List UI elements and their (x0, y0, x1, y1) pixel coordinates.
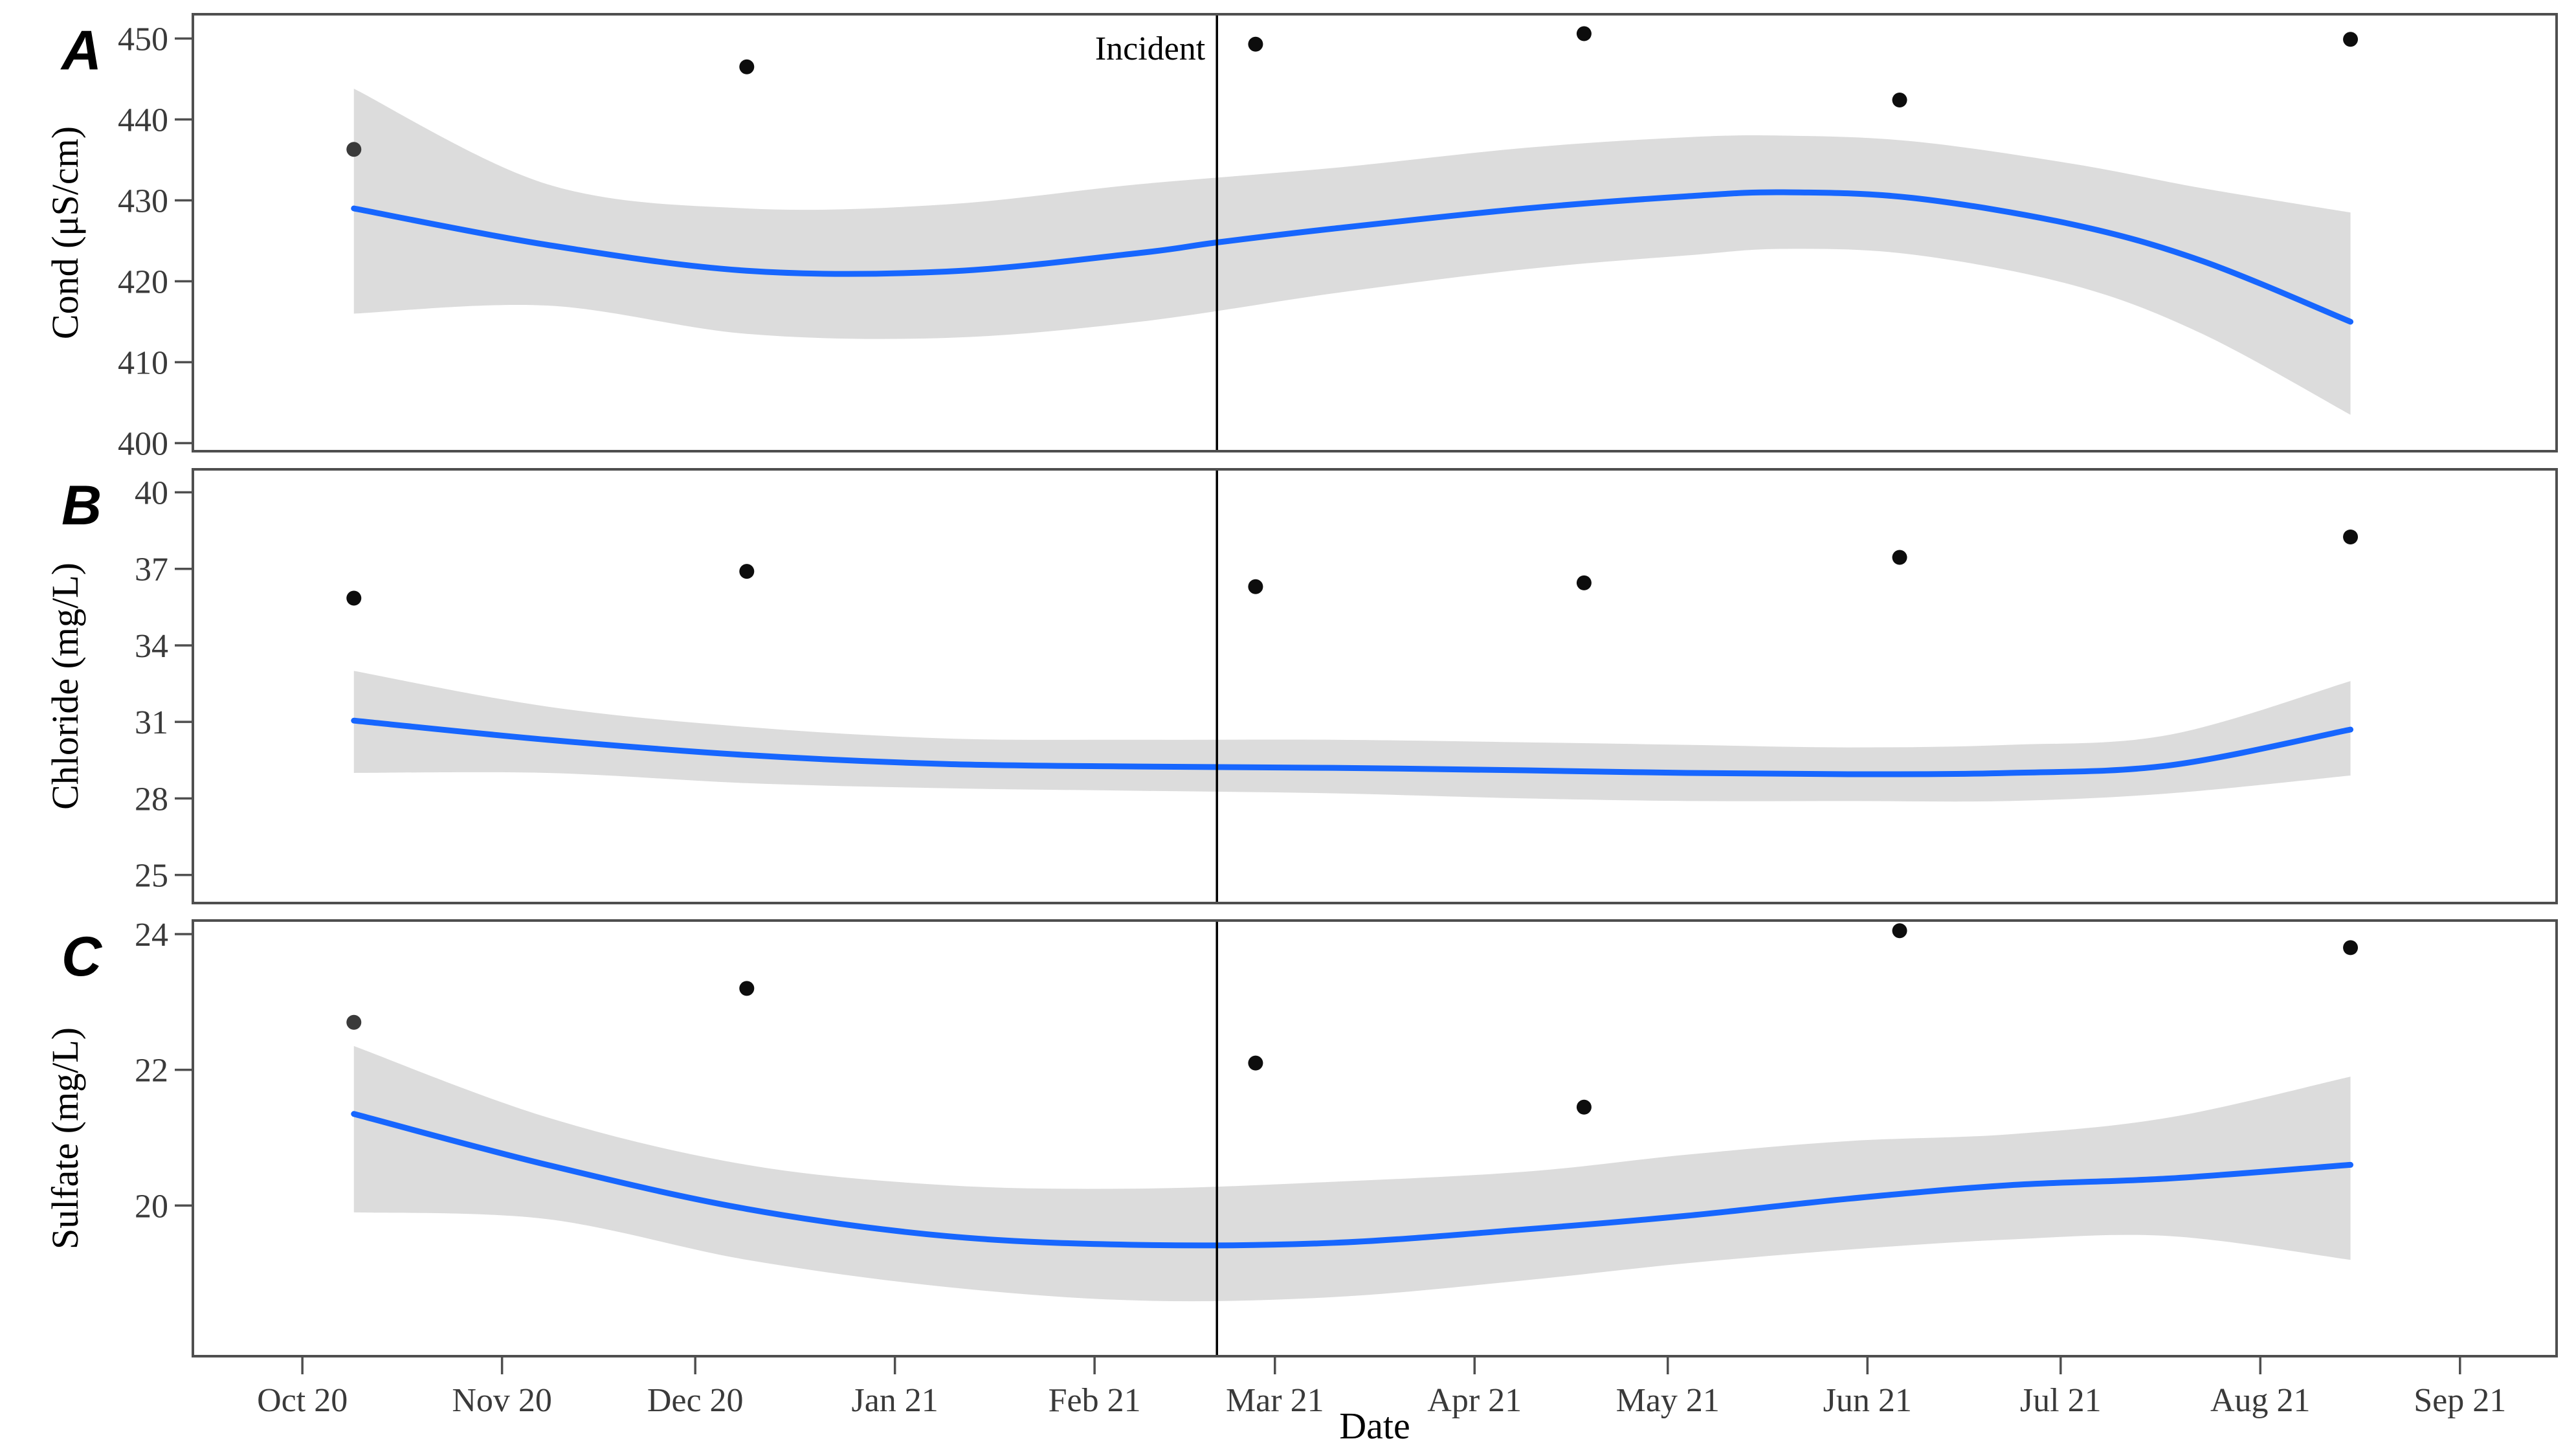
y-tick-label: 37 (135, 552, 168, 588)
y-tick-label: 25 (135, 858, 168, 895)
y-tick-label: 20 (135, 1188, 168, 1225)
data-point (2343, 32, 2359, 47)
x-tick-label: Sep 21 (2414, 1382, 2506, 1419)
x-tick-label: Jun 21 (1823, 1382, 1912, 1419)
x-tick-label: Apr 21 (1427, 1382, 1522, 1419)
smooth-line (351, 189, 2354, 325)
y-axis-title: Chloride (mg/L) (44, 563, 86, 810)
panel-border (192, 919, 2558, 1357)
y-tick-label: 420 (118, 264, 168, 301)
data-point (1248, 1055, 1263, 1071)
data-point (739, 564, 755, 579)
y-tick-label: 450 (118, 21, 168, 58)
y-tick-label: 40 (135, 475, 168, 511)
panel-border (192, 13, 2558, 452)
data-point (1892, 923, 1907, 939)
data-point (2343, 940, 2359, 955)
data-point (739, 59, 755, 74)
data-point (346, 1014, 362, 1030)
data-point (2343, 529, 2359, 544)
x-axis: Oct 20 Nov 20 Dec 20 Jan 21 Feb 21 Mar 21 Apr … (257, 1356, 2506, 1419)
x-tick-label: Feb 21 (1049, 1382, 1141, 1419)
data-point (1576, 1099, 1592, 1115)
data-point (346, 590, 362, 606)
incident-label: Incident (1095, 30, 1206, 67)
y-tick-label: 400 (118, 426, 168, 463)
x-tick-label: Aug 21 (2210, 1382, 2311, 1419)
data-point (346, 142, 362, 157)
confidence-band (353, 671, 2351, 802)
panel-A: 450 440 430 420 410 400 Cond (μS/cm) A (44, 13, 2558, 463)
panel-C: 24 22 20 Sulfate (mg/L) C (44, 917, 2558, 1357)
data-point (1576, 26, 1592, 41)
confidence-band (353, 89, 2351, 415)
x-tick-label: May 21 (1616, 1382, 1720, 1419)
panel-B: 40 37 34 31 28 25 Chloride (mg/L) B (44, 468, 2558, 904)
data-point (1248, 36, 1263, 52)
data-point (1892, 93, 1907, 107)
confidence-band (353, 1045, 2351, 1302)
panel-letter: C (61, 926, 103, 988)
x-axis-title: Date (1339, 1405, 1410, 1447)
panel-letter: B (61, 475, 102, 537)
y-axis-title: Sulfate (mg/L) (44, 1027, 86, 1249)
x-tick-label: Dec 20 (647, 1382, 744, 1419)
y-tick-label: 410 (118, 345, 168, 382)
panel-border (192, 468, 2558, 904)
data-point (1576, 575, 1592, 590)
y-tick-label: 24 (135, 917, 168, 954)
x-tick-label: Oct 20 (257, 1382, 348, 1419)
data-point (1248, 579, 1263, 594)
smooth-line (351, 1111, 2354, 1249)
data-point (739, 981, 755, 996)
x-tick-label: Jul 21 (2020, 1382, 2102, 1419)
y-tick-label: 430 (118, 183, 168, 220)
y-tick-label: 34 (135, 628, 168, 665)
x-tick-label: Nov 20 (452, 1382, 552, 1419)
y-tick-label: 28 (135, 781, 168, 818)
y-tick-label: 31 (135, 704, 168, 741)
y-axis-title: Cond (μS/cm) (44, 126, 86, 339)
panel-letter: A (60, 19, 102, 82)
y-tick-label: 22 (135, 1053, 168, 1089)
x-tick-label: Mar 21 (1226, 1382, 1324, 1419)
data-point (1892, 550, 1907, 565)
x-tick-label: Jan 21 (851, 1382, 938, 1419)
y-tick-label: 440 (118, 102, 168, 139)
smooth-line (351, 717, 2354, 777)
